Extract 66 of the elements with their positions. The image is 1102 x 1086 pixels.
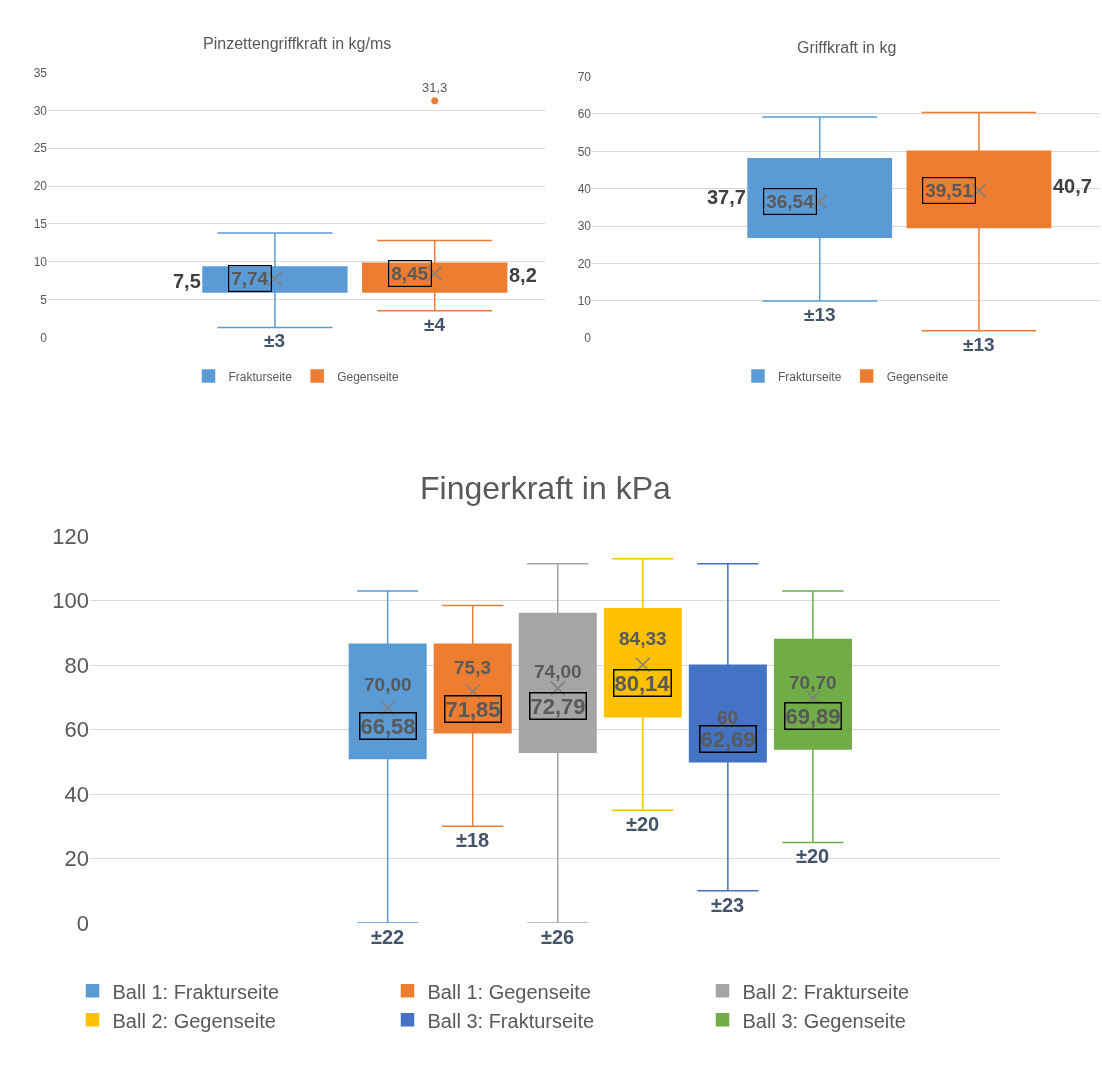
y-tick-label: 40: [577, 181, 592, 196]
annotation: ±18: [456, 829, 490, 851]
y-tick-label: 120: [52, 523, 89, 549]
y-tick-label: 60: [577, 107, 592, 122]
chart-title: Pinzettengriffkraft in kg/ms: [203, 35, 392, 52]
y-tick-label: 10: [33, 254, 48, 269]
annotation: ±13: [963, 334, 995, 355]
annotation: 62,69: [700, 726, 756, 752]
legend-label: Ball 2: Frakturseite: [742, 980, 910, 1003]
legend-label: Frakturseite: [228, 369, 293, 384]
annotation: ±3: [264, 330, 285, 351]
annotation: ±20: [626, 813, 660, 835]
y-tick-label: 5: [40, 292, 48, 307]
annotation: 70,00: [364, 674, 412, 695]
y-tick-label: 70: [577, 69, 592, 84]
legend-label: Frakturseite: [778, 369, 842, 384]
annotation: 39,51: [925, 180, 974, 202]
y-tick-label: 20: [577, 256, 592, 271]
annotation: ±23: [711, 894, 745, 916]
annotation: 36,54: [766, 191, 815, 213]
legend-label: Ball 1: Frakturseite: [112, 980, 280, 1003]
annotation: 8,45: [391, 263, 429, 285]
y-tick-label: 15: [33, 217, 48, 232]
text: ±22: [371, 926, 405, 948]
y-tick-label: 30: [577, 219, 592, 234]
annotation: 71,85: [445, 696, 501, 722]
annotation: 84,33: [619, 628, 667, 649]
annotation: 7,74: [231, 268, 269, 290]
annotation: ±13: [804, 304, 836, 325]
annotation: 74,00: [534, 661, 582, 682]
y-tick-label: 60: [64, 717, 89, 743]
legend-label: Ball 3: Gegenseite: [742, 1009, 906, 1032]
y-tick-label: 30: [33, 103, 48, 118]
y-tick-label: 20: [33, 179, 48, 194]
annotation: 8,2: [509, 264, 537, 286]
annotation: 66,58: [360, 713, 416, 739]
annotation: 75,3: [454, 657, 491, 678]
y-tick-label: 0: [76, 910, 89, 936]
annotation: 80,14: [614, 670, 671, 696]
annotation: 72,79: [530, 693, 586, 719]
y-tick-label: 35: [33, 65, 48, 80]
annotation: ±20: [796, 845, 830, 867]
annotation: 40,7: [1053, 175, 1092, 197]
legend-label: Gegenseite: [886, 369, 949, 384]
legend-label: Ball 1: Gegenseite: [427, 980, 591, 1003]
legend-label: Ball 2: Gegenseite: [112, 1009, 276, 1032]
y-tick-label: 80: [64, 652, 89, 678]
chart-title: Fingerkraft in kPa: [420, 470, 671, 506]
annotation: 7,5: [173, 270, 201, 292]
y-tick-label: 20: [64, 846, 89, 872]
annotation: 31,3: [422, 80, 448, 95]
y-tick-label: 40: [64, 781, 89, 807]
y-tick-label: 0: [40, 330, 48, 345]
annotation: 69,89: [785, 703, 841, 729]
y-tick-label: 100: [52, 588, 89, 614]
annotation: 70,70: [789, 672, 837, 693]
annotation: ±4: [424, 314, 446, 335]
y-tick-label: 50: [577, 144, 592, 159]
text: ±26: [541, 926, 575, 948]
y-tick-label: 25: [33, 141, 48, 156]
annotation: 37,7: [707, 186, 746, 208]
legend-label: Gegenseite: [337, 369, 399, 384]
y-tick-label: 10: [577, 294, 592, 309]
y-tick-label: 0: [584, 331, 592, 346]
chart-title: Griffkraft in kg: [797, 39, 897, 56]
legend-label: Ball 3: Frakturseite: [427, 1009, 595, 1032]
